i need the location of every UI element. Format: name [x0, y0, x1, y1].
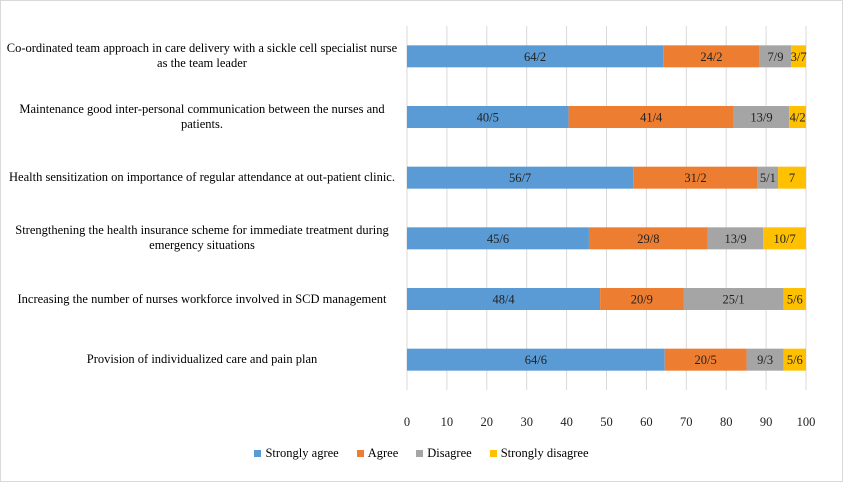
data-label: 7/9: [767, 50, 783, 64]
category-label: Maintenance good inter-personal communic…: [19, 102, 385, 131]
data-label: 64/2: [524, 50, 546, 64]
bar-segment: [778, 166, 806, 189]
data-label: 31/2: [684, 171, 706, 185]
category-label: Health sensitization on importance of re…: [9, 170, 395, 185]
bar-segment: [664, 348, 747, 371]
data-label: 4/2: [790, 111, 806, 125]
legend-label: Agree: [367, 446, 399, 460]
data-label: 29/8: [637, 232, 659, 246]
bar-segment: [407, 106, 569, 128]
bar-segment: [407, 166, 634, 189]
x-tick-label: 60: [640, 415, 653, 429]
bar-segment: [600, 288, 684, 310]
data-label: 20/9: [631, 293, 653, 307]
category-label: Provision of individualized care and pai…: [86, 352, 318, 367]
legend-item: Strongly disagree: [489, 446, 589, 461]
data-label: 7: [789, 171, 795, 185]
bar-segment: [568, 106, 734, 128]
data-label: 5/6: [787, 293, 803, 307]
data-label: 64/6: [525, 353, 547, 367]
legend-label: Strongly agree: [265, 446, 339, 460]
data-label: 9/3: [757, 353, 773, 367]
data-label: 3/7: [791, 50, 807, 64]
x-tick-label: 80: [720, 415, 733, 429]
x-tick-label: 40: [560, 415, 573, 429]
data-label: 13/9: [750, 111, 772, 125]
x-tick-label: 30: [520, 415, 533, 429]
category-label: Increasing the number of nurses workforc…: [17, 291, 387, 306]
bar-segment: [663, 45, 760, 68]
bar-segment: [407, 227, 589, 250]
bar-segment: [746, 348, 784, 371]
bar-segment: [683, 288, 784, 310]
x-tick-label: 0: [404, 415, 410, 429]
legend-swatch: [489, 450, 497, 457]
category-label: Strengthening the health insurance schem…: [15, 223, 389, 253]
bar-segment: [789, 106, 806, 128]
legend-item: Strongly agree: [254, 446, 339, 461]
x-tick-label: 100: [797, 415, 816, 429]
data-label: 45/6: [487, 232, 509, 246]
legend-swatch: [356, 450, 364, 457]
x-tick-label: 10: [441, 415, 454, 429]
bar-segment: [791, 45, 806, 68]
legend-swatch: [416, 450, 424, 457]
bar-segment: [759, 45, 792, 68]
legend-label: Strongly disagree: [500, 446, 589, 460]
bar-segment: [407, 288, 601, 310]
data-label: 40/5: [477, 111, 499, 125]
legend-item: Agree: [356, 446, 399, 461]
bar-segment: [783, 288, 806, 310]
x-tick-label: 70: [680, 415, 693, 429]
bar-segment: [733, 106, 790, 128]
bar-segment: [633, 166, 758, 189]
category-label: Co-ordinated team approach in care deliv…: [6, 41, 398, 71]
data-label: 13/9: [724, 232, 746, 246]
legend: Strongly agree Agree Disagree Strongly disa…: [0, 446, 843, 461]
data-label: 5/1: [760, 171, 776, 185]
bar-segment: [757, 166, 779, 189]
x-tick-label: 20: [481, 415, 494, 429]
data-label: 48/4: [492, 293, 515, 307]
data-label: 20/5: [695, 353, 717, 367]
bar-segment: [588, 227, 708, 250]
bar-segment: [407, 45, 664, 68]
x-tick-label: 90: [760, 415, 773, 429]
bar-segment: [707, 227, 764, 250]
bar-segment: [763, 227, 806, 250]
bar-segment: [407, 348, 665, 371]
legend-label: Disagree: [427, 446, 472, 460]
x-tick-label: 50: [600, 415, 613, 429]
data-label: 5/6: [787, 353, 803, 367]
data-label: 25/1: [722, 293, 744, 307]
legend-item: Disagree: [416, 446, 472, 461]
data-label: 10/7: [774, 232, 796, 246]
data-label: 56/7: [509, 171, 531, 185]
data-label: 41/4: [640, 111, 663, 125]
data-label: 24/2: [700, 50, 722, 64]
bar-segment: [783, 348, 806, 371]
legend-swatch: [254, 450, 262, 457]
